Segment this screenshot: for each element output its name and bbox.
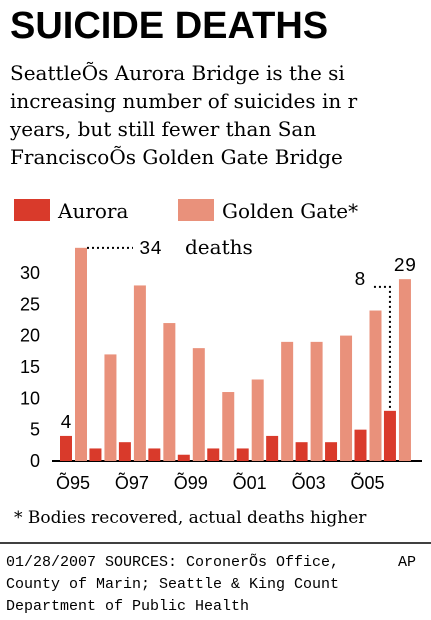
bar — [310, 341, 323, 461]
bar — [148, 448, 161, 461]
bar — [295, 442, 308, 461]
footnote: * Bodies recovered, actual deaths higher — [14, 508, 367, 528]
value-label: 8 — [354, 269, 365, 291]
value-label: 4 — [60, 412, 71, 434]
bar — [354, 429, 367, 461]
bar — [60, 435, 72, 461]
source: Department of Public Health — [6, 598, 249, 615]
bar — [251, 379, 264, 461]
x-tick-label: Õ95 — [56, 472, 90, 493]
bar — [325, 442, 338, 461]
credit: AP — [398, 554, 416, 571]
bar — [118, 442, 131, 461]
bar — [369, 310, 382, 461]
legend-label: Aurora — [57, 199, 128, 223]
y-tick-label: 15 — [20, 357, 40, 377]
annotation: deaths — [185, 235, 253, 259]
subtitle: FranciscoÕs Golden Gate Bridge — [10, 145, 343, 169]
leader — [373, 285, 391, 409]
value-label: 34 — [139, 238, 162, 260]
source: 01/28/2007 SOURCES: CoronerÕs Office, — [6, 554, 339, 571]
subtitle: SeattleÕs Aurora Bridge is the si — [10, 61, 345, 85]
bar — [383, 410, 396, 461]
bar — [340, 335, 353, 461]
x-tick-label: Õ03 — [292, 472, 326, 493]
x-tick-label: Õ99 — [174, 472, 208, 493]
x-tick-label: Õ01 — [233, 472, 267, 493]
subtitle: increasing number of suicides in r — [10, 89, 358, 113]
y-tick-label: 30 — [20, 263, 40, 283]
x-tick-label: Õ05 — [350, 472, 384, 493]
source: County of Marin; Seattle & King Count — [6, 576, 339, 593]
bar — [207, 448, 220, 461]
bar — [266, 435, 279, 461]
y-tick-label: 0 — [30, 451, 40, 471]
y-tick-label: 20 — [20, 326, 40, 346]
subtitle: years, but still fewer than San — [9, 117, 316, 141]
legend-swatch — [14, 199, 50, 221]
bar — [398, 279, 411, 461]
y-tick-label: 25 — [20, 294, 40, 314]
bar — [133, 285, 146, 461]
legend-label: Golden Gate* — [222, 199, 358, 223]
y-tick-label: 5 — [30, 420, 40, 440]
bar — [236, 448, 249, 461]
bar — [177, 454, 190, 461]
bar — [104, 354, 117, 461]
bar — [222, 392, 235, 461]
chart-title: SUICIDE DEATHS — [10, 5, 328, 47]
bar — [89, 448, 102, 461]
y-tick-label: 10 — [20, 388, 40, 408]
bar — [75, 247, 87, 461]
value-label: 29 — [394, 255, 417, 277]
bar — [163, 323, 176, 461]
bar — [192, 348, 205, 461]
bar — [281, 341, 294, 461]
x-tick-label: Õ97 — [115, 472, 149, 493]
legend-swatch — [178, 199, 214, 221]
